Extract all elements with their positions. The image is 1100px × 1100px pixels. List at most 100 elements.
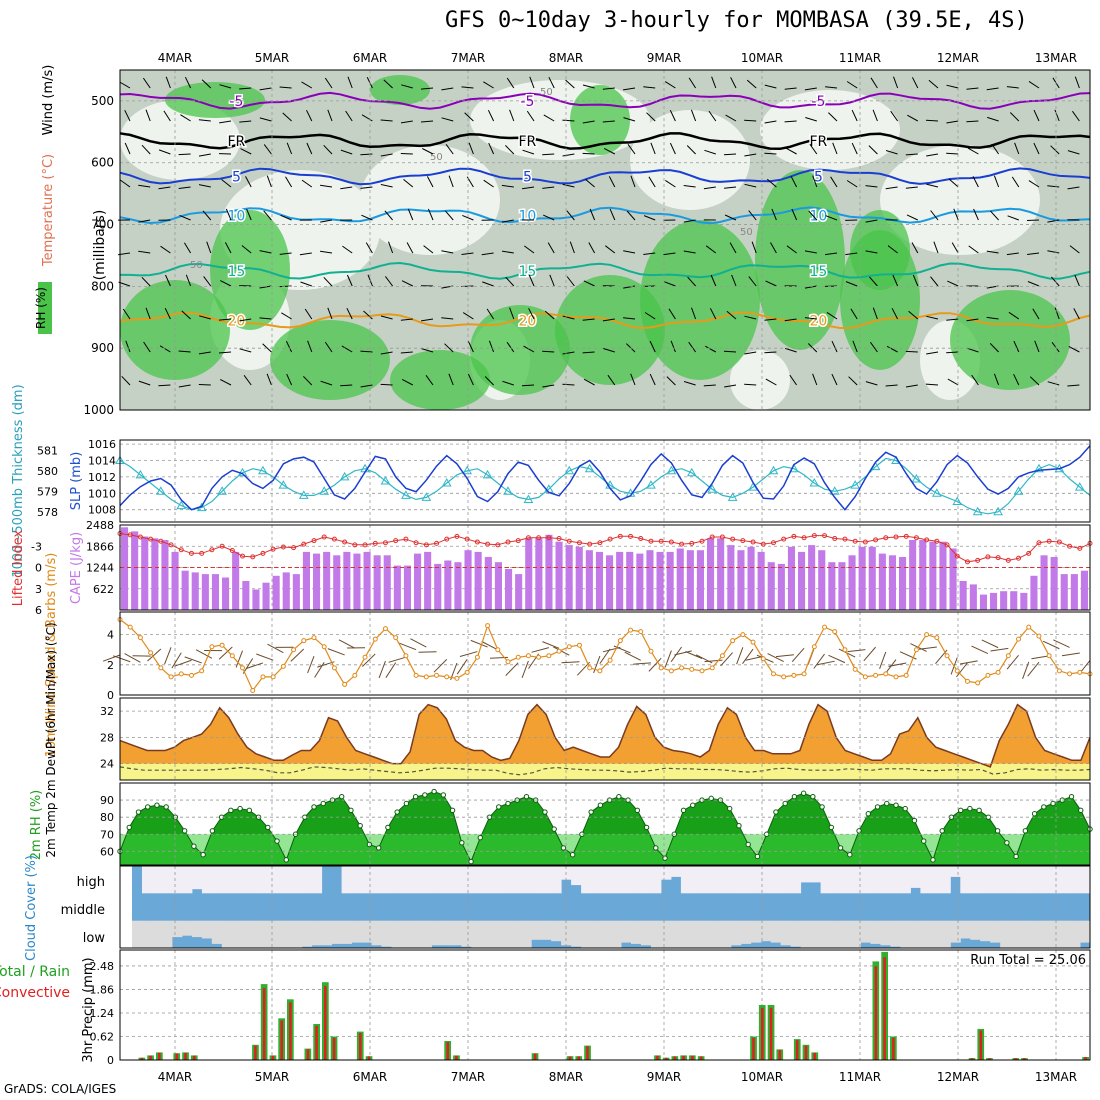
- thickness-marker: [339, 471, 350, 481]
- wind-barb: [521, 384, 535, 387]
- wind-barb: [441, 117, 454, 122]
- date-label-bottom: 13MAR: [1035, 1070, 1077, 1084]
- wind-barb: [1047, 219, 1060, 223]
- cloud-high-cell: [1020, 866, 1031, 894]
- thickness-tick: 581: [37, 444, 58, 457]
- wind-barb: [184, 76, 192, 89]
- thickness-marker: [441, 478, 452, 487]
- cloud-high-cell: [920, 866, 931, 894]
- wind-barb: [748, 210, 757, 221]
- cloud-low-cell: [1070, 920, 1081, 948]
- wind-barb: [340, 186, 353, 190]
- surface-wind-barb: [399, 642, 417, 651]
- wind-barb: [933, 241, 939, 254]
- cape-bar: [383, 555, 391, 610]
- wind-barb: [301, 81, 313, 89]
- wind-barb: [905, 186, 918, 189]
- wind-barb: [911, 242, 919, 254]
- lifted-index-marker: [750, 539, 756, 545]
- wind-barb: [562, 315, 575, 320]
- wind-speed-marker: [811, 644, 817, 650]
- cape-bar: [211, 574, 219, 610]
- wind-barb: [626, 210, 636, 221]
- rh-tick: 70: [100, 828, 114, 841]
- cloud-low-cell: [421, 920, 432, 948]
- wind-barb: [445, 144, 454, 155]
- wind-barb: [241, 245, 252, 254]
- cloud-low-cell: [670, 920, 682, 948]
- rh-marker: [1013, 853, 1019, 860]
- wind-barb: [467, 373, 474, 386]
- temp-contour-label: 10: [227, 208, 245, 224]
- surface-wind-barb: [235, 650, 243, 668]
- surface-wind-barb: [704, 659, 723, 663]
- cloud-high-cell: [740, 866, 752, 894]
- wind-barb: [650, 142, 656, 155]
- page-title: GFS 0~10day 3-hourly for MOMBASA (39.5E,…: [445, 8, 1028, 33]
- convective-bar: [769, 1007, 773, 1061]
- wind-barb: [145, 109, 151, 122]
- thickness-tick: 580: [37, 465, 58, 478]
- cape-bar: [302, 551, 310, 610]
- wind-barb: [986, 250, 999, 254]
- wind-barb: [505, 145, 515, 155]
- cloud-high-cell: [201, 866, 213, 894]
- wind-barb: [445, 210, 454, 221]
- wind-barb: [566, 276, 575, 287]
- wind-barb: [582, 318, 595, 321]
- wind-barb: [384, 276, 394, 287]
- surface-wind-barb: [956, 662, 968, 678]
- wind-barb: [891, 308, 899, 320]
- wind-barb: [562, 153, 575, 157]
- surface-wind-barb: [742, 648, 754, 664]
- wind-barb: [198, 351, 211, 355]
- cloud-low-cell: [491, 920, 502, 948]
- wind-barb: [746, 79, 757, 89]
- wind-barb: [946, 152, 959, 155]
- wind-barb: [178, 384, 191, 388]
- temp-contour-label: 15: [809, 264, 827, 280]
- convective-bar: [367, 1056, 371, 1060]
- wind-speed-marker: [607, 657, 613, 663]
- rh-marker: [930, 857, 936, 863]
- rh-marker: [874, 804, 881, 810]
- rh-moist-area: [370, 75, 430, 105]
- lifted-index-marker: [199, 550, 205, 556]
- rh-marker: [228, 807, 234, 814]
- wind-barb: [323, 144, 333, 155]
- date-label-top: 9MAR: [647, 51, 682, 65]
- wind-barb: [285, 340, 293, 353]
- cloud-low-cell: [940, 920, 951, 948]
- wind-speed-marker: [873, 672, 879, 678]
- wind-barb: [926, 153, 939, 157]
- wind-speed-marker: [862, 674, 868, 680]
- wind-barb: [206, 241, 212, 254]
- temp-contour-label: 5: [523, 169, 532, 185]
- lifted-index-marker: [924, 537, 930, 543]
- wind-speed-marker: [331, 665, 337, 671]
- wind-barb: [947, 280, 959, 287]
- wind-barb: [865, 250, 878, 254]
- convective-bar: [970, 1058, 974, 1060]
- wind-barb: [401, 280, 414, 287]
- wind-speed-marker: [464, 669, 470, 675]
- lifted-index-marker: [740, 538, 746, 544]
- temp-contour: [119, 206, 1091, 225]
- wind-barb: [259, 285, 272, 289]
- wind-speed-marker: [148, 650, 154, 656]
- wind-barb: [705, 345, 717, 353]
- wind-barb: [203, 276, 212, 287]
- cloud-low-cell: [710, 920, 722, 948]
- wind-barb: [225, 208, 232, 221]
- surface-wind-barb: [218, 646, 233, 660]
- wind-barb: [724, 384, 737, 388]
- rh-marker: [191, 843, 197, 849]
- wind-barb: [340, 149, 353, 155]
- lifted-index-marker: [985, 554, 991, 560]
- cloud-layer-label: middle: [61, 903, 105, 918]
- wind-barb: [441, 250, 454, 254]
- surface-wind-barb: [971, 645, 989, 655]
- wind-barb: [865, 185, 878, 188]
- lifted-index-marker: [576, 540, 582, 546]
- cloud-high-cell: [760, 866, 772, 894]
